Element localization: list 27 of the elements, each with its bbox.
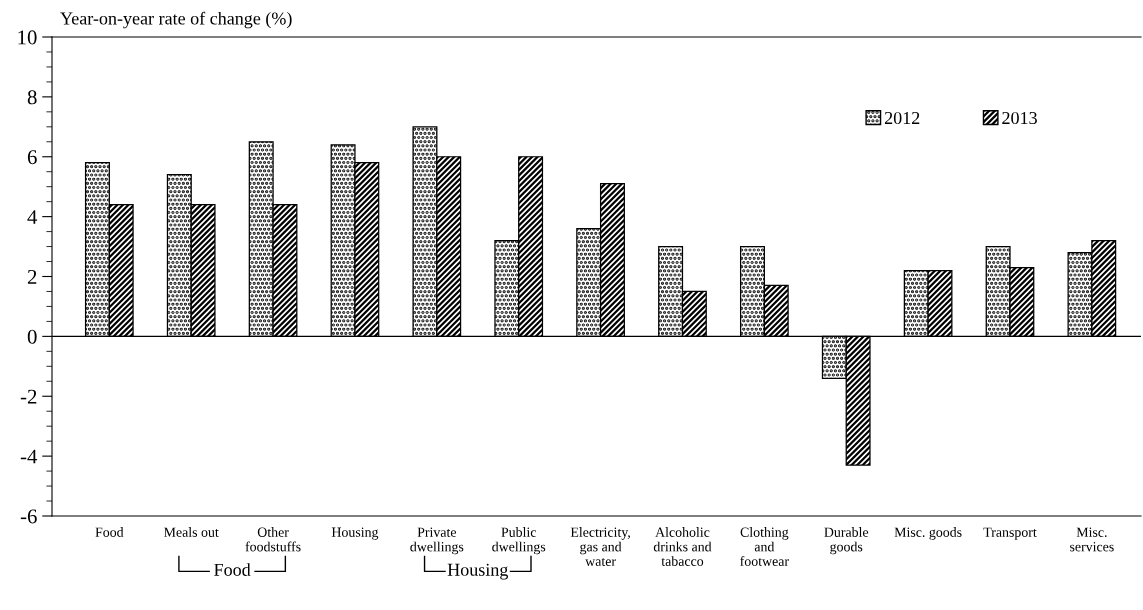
x-tick-label: Housing — [331, 527, 379, 540]
x-tick-label: Food — [95, 527, 124, 537]
y-tick-label: -4 — [20, 449, 38, 464]
x-tick-label: Private dwellings — [410, 527, 464, 555]
y-tick-label: -2 — [20, 389, 37, 404]
x-tick-label: Electricity, gas and water — [570, 527, 630, 567]
x-tick-label: Misc. services — [1070, 527, 1114, 552]
y-tick-label: 0 — [27, 329, 37, 344]
y-tick-label: 4 — [27, 210, 38, 224]
legend-label: 2013 — [1002, 111, 1037, 125]
y-axis-title: Year-on-year rate of change (%) — [60, 11, 292, 29]
y-tick-label: -6 — [20, 509, 37, 524]
x-tick-label: Misc. goods — [894, 527, 962, 540]
y-tick-label: 10 — [18, 30, 37, 45]
x-tick-label: Clothing and footwear — [740, 527, 789, 566]
y-tick-label: 6 — [27, 150, 37, 165]
text: Food — [214, 563, 251, 576]
x-tick-label: Meals out — [164, 527, 219, 537]
x-tick-label: Alcoholic drinks and tabacco — [653, 527, 712, 566]
y-tick-label: 2 — [27, 269, 37, 284]
x-tick-label: Durable goods — [824, 527, 869, 555]
legend-label: 2012 — [884, 111, 920, 125]
x-tick-label: Public dwellings — [492, 527, 546, 555]
y-tick-label: 8 — [27, 90, 37, 105]
x-tick-label: Other foodstuffs — [245, 527, 301, 552]
text: Housing — [447, 563, 509, 580]
x-tick-label: Transport — [983, 527, 1037, 540]
